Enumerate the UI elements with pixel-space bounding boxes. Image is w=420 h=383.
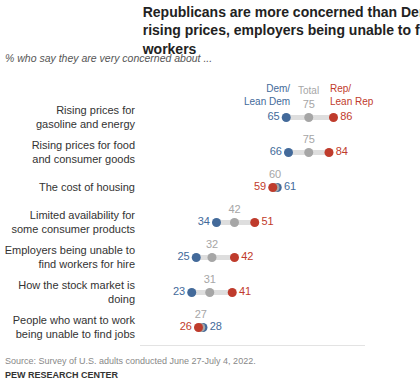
svg-text:Employers being unable tofind: Employers being unable tofind workers fo…	[5, 244, 135, 270]
svg-text:Limited availability forsome c: Limited availability forsome consumer pr…	[12, 209, 136, 235]
svg-text:Rising prices forgasoline and: Rising prices forgasoline and energy	[36, 104, 136, 130]
svg-text:34: 34	[198, 215, 210, 227]
svg-text:23: 23	[173, 285, 185, 297]
svg-text:42: 42	[241, 250, 253, 262]
svg-text:25: 25	[177, 250, 189, 262]
svg-text:Republicans are more concerned: Republicans are more concerned than Demo…	[142, 4, 420, 56]
svg-text:PEW RESEARCH CENTER: PEW RESEARCH CENTER	[5, 370, 119, 380]
svg-text:% who say they are very concer: % who say they are very concerned about …	[5, 52, 212, 64]
svg-text:66: 66	[270, 145, 282, 157]
svg-text:The cost of housing: The cost of housing	[39, 181, 135, 193]
svg-text:Rep/Lean Rep: Rep/Lean Rep	[330, 83, 374, 107]
svg-text:75: 75	[303, 133, 315, 145]
svg-text:26: 26	[180, 320, 192, 332]
svg-text:84: 84	[336, 145, 348, 157]
svg-text:28: 28	[210, 320, 222, 332]
svg-text:51: 51	[261, 215, 273, 227]
svg-text:Dem/Lean Dem: Dem/Lean Dem	[244, 83, 290, 107]
svg-text:75: 75	[303, 98, 315, 110]
svg-text:27: 27	[195, 308, 207, 320]
svg-text:60: 60	[269, 168, 281, 180]
svg-text:People who want to workbeing u: People who want to workbeing unable to f…	[13, 314, 136, 340]
svg-text:Rising prices for foodand cons: Rising prices for foodand consumer goods	[32, 139, 136, 165]
svg-text:41: 41	[239, 285, 251, 297]
svg-text:65: 65	[267, 110, 279, 122]
svg-text:Source: Survey of U.S. adults: Source: Survey of U.S. adults conducted …	[5, 356, 256, 366]
svg-text:59: 59	[254, 180, 266, 192]
svg-text:How the stock market isdoing: How the stock market isdoing	[18, 279, 135, 305]
svg-text:32: 32	[206, 238, 218, 250]
svg-text:42: 42	[228, 203, 240, 215]
svg-text:86: 86	[340, 110, 352, 122]
svg-text:31: 31	[204, 273, 216, 285]
svg-text:Total: Total	[298, 85, 319, 96]
svg-text:61: 61	[284, 180, 296, 192]
